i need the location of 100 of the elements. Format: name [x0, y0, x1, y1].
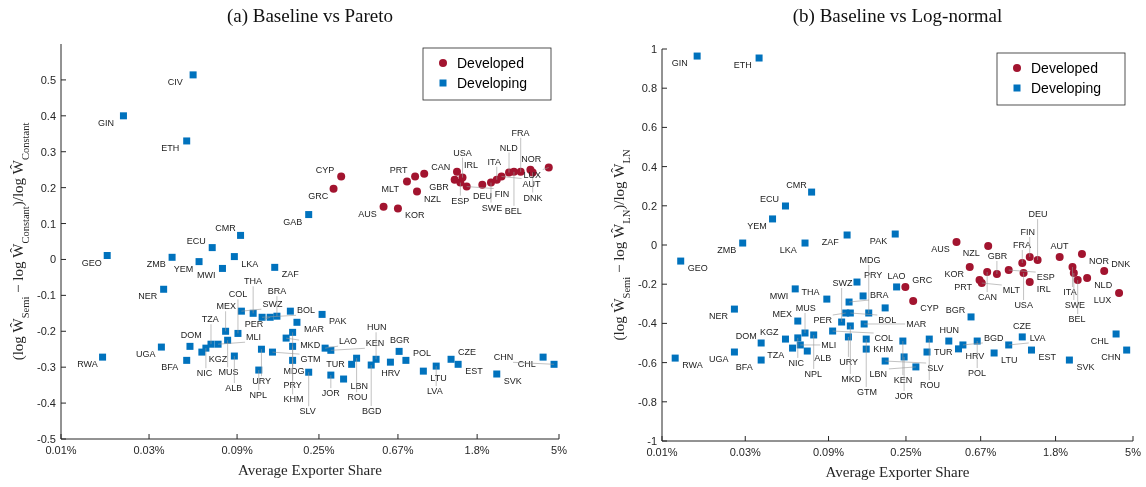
annotation: POL [968, 368, 987, 379]
annotation: LAO [887, 270, 906, 281]
y-tick-label: -1 [647, 435, 657, 447]
annotation: BOL [878, 315, 897, 326]
annotation: THA [801, 287, 820, 298]
annotation: NIC [196, 368, 213, 379]
annotation: EST [465, 366, 484, 377]
annotation: THA [243, 276, 262, 287]
annotation: MUS [218, 367, 239, 378]
y-tick-label: 0.2 [40, 181, 56, 194]
annotation: BGR [945, 304, 966, 315]
annotation: SLV [299, 406, 316, 417]
annotation: SVK [503, 376, 522, 386]
y-tick-label: 0.8 [641, 82, 657, 95]
annotation: KGZ [760, 327, 780, 338]
y-tick-label: 0.4 [40, 109, 56, 122]
annotation: LBN [350, 381, 369, 392]
annotation: NLD [1094, 279, 1113, 290]
annotation: ZAF [281, 269, 300, 280]
y-tick-label: -0.4 [638, 317, 657, 330]
x-axis-title: Average Exporter Share [825, 464, 970, 480]
annotation: FIN [1020, 226, 1036, 237]
annotation: CHN [493, 352, 514, 363]
y-tick-label: 0.5 [40, 73, 56, 86]
x-tick-label: 1.8% [1043, 446, 1069, 458]
annotation: HUN [939, 325, 960, 336]
annotation: EST [1038, 352, 1057, 363]
annotation: ETH [733, 60, 752, 71]
annotation: MEX [216, 301, 236, 312]
annotation: YEM [173, 263, 194, 274]
annotation: JOR [321, 388, 341, 399]
annotation: ECU [186, 235, 206, 246]
annotation: MKD [841, 373, 862, 384]
annotation: NER [709, 311, 729, 322]
annotation: MWI [197, 270, 216, 281]
annotation: CZE [1013, 320, 1032, 331]
annotation: SWE [481, 202, 503, 213]
annotation: KHM [283, 394, 304, 405]
chart-title: (a) Baseline vs Pareto [226, 5, 394, 27]
annotation: CMR [215, 223, 237, 234]
annotation: CIV [167, 76, 183, 87]
annotation: MAR [303, 324, 325, 335]
annotation: HRV [965, 350, 985, 361]
annotation: UGA [709, 354, 729, 365]
annotation: MLI [246, 332, 262, 343]
annotation: NLD [499, 142, 519, 153]
annotation: KHM [873, 344, 894, 355]
annotation: RWA [77, 359, 98, 370]
annotation: NZL [424, 193, 442, 204]
legend-label: Developing [457, 75, 528, 91]
annotation: MUS [795, 303, 816, 313]
annotation: GIN [98, 117, 115, 128]
annotation: PRY [863, 270, 883, 281]
annotation: GEO [687, 263, 708, 274]
annotation: FRA [1013, 240, 1032, 251]
annotation: MAR [906, 318, 927, 329]
annotation: LVA [427, 386, 443, 397]
annotation: TUR [326, 359, 346, 370]
x-tick-label: 0.09% [221, 444, 253, 456]
annotation: ALB [814, 353, 832, 364]
x-tick-label: 0.25% [303, 444, 335, 456]
x-tick-label: 1.8% [464, 444, 490, 456]
y-tick-label: 0.3 [40, 145, 56, 158]
annotation: TZA [201, 314, 219, 325]
annotation: ZAF [821, 237, 840, 247]
annotation: BGR [389, 335, 410, 346]
annotation: NZL [962, 247, 980, 258]
annotation: TUR [934, 347, 953, 358]
annotation: PER [244, 319, 264, 330]
annotation: JOR [894, 390, 914, 401]
annotation: DOM [735, 331, 757, 341]
annotation: MEX [772, 309, 792, 320]
annotation: FIN [494, 188, 510, 199]
x-tick-label: 0.03% [133, 444, 165, 456]
annotation: USA [453, 147, 472, 158]
annotation: PER [813, 315, 833, 326]
annotation: MWI [769, 290, 789, 301]
annotation: GTM [857, 387, 878, 398]
annotation: PAK [329, 316, 347, 327]
annotation: BFA [735, 362, 753, 373]
annotation: DNK [1111, 259, 1131, 270]
x-axis-title: Average Exporter Share [238, 462, 383, 478]
annotation: URY [252, 376, 272, 387]
annotation: MKD [300, 340, 321, 351]
annotation: LTU [1001, 355, 1018, 365]
annotation: IRL [1036, 284, 1051, 295]
annotation: SWE [1064, 300, 1086, 311]
annotation: MDG [859, 255, 881, 266]
annotation: GBR [429, 181, 450, 192]
x-tick-label: 5% [551, 444, 568, 456]
annotation: KEN [365, 338, 385, 349]
annotation: GAB [283, 216, 303, 227]
y-tick-label: -0.5 [37, 433, 56, 445]
annotation: LUX [1093, 295, 1112, 306]
annotation: KGZ [208, 354, 228, 365]
annotation: FRA [511, 127, 530, 138]
y-tick-label: 0.4 [641, 160, 657, 173]
annotation: BFA [161, 362, 179, 373]
annotation: SWZ [832, 278, 853, 289]
y-tick-label: -0.8 [638, 395, 657, 408]
